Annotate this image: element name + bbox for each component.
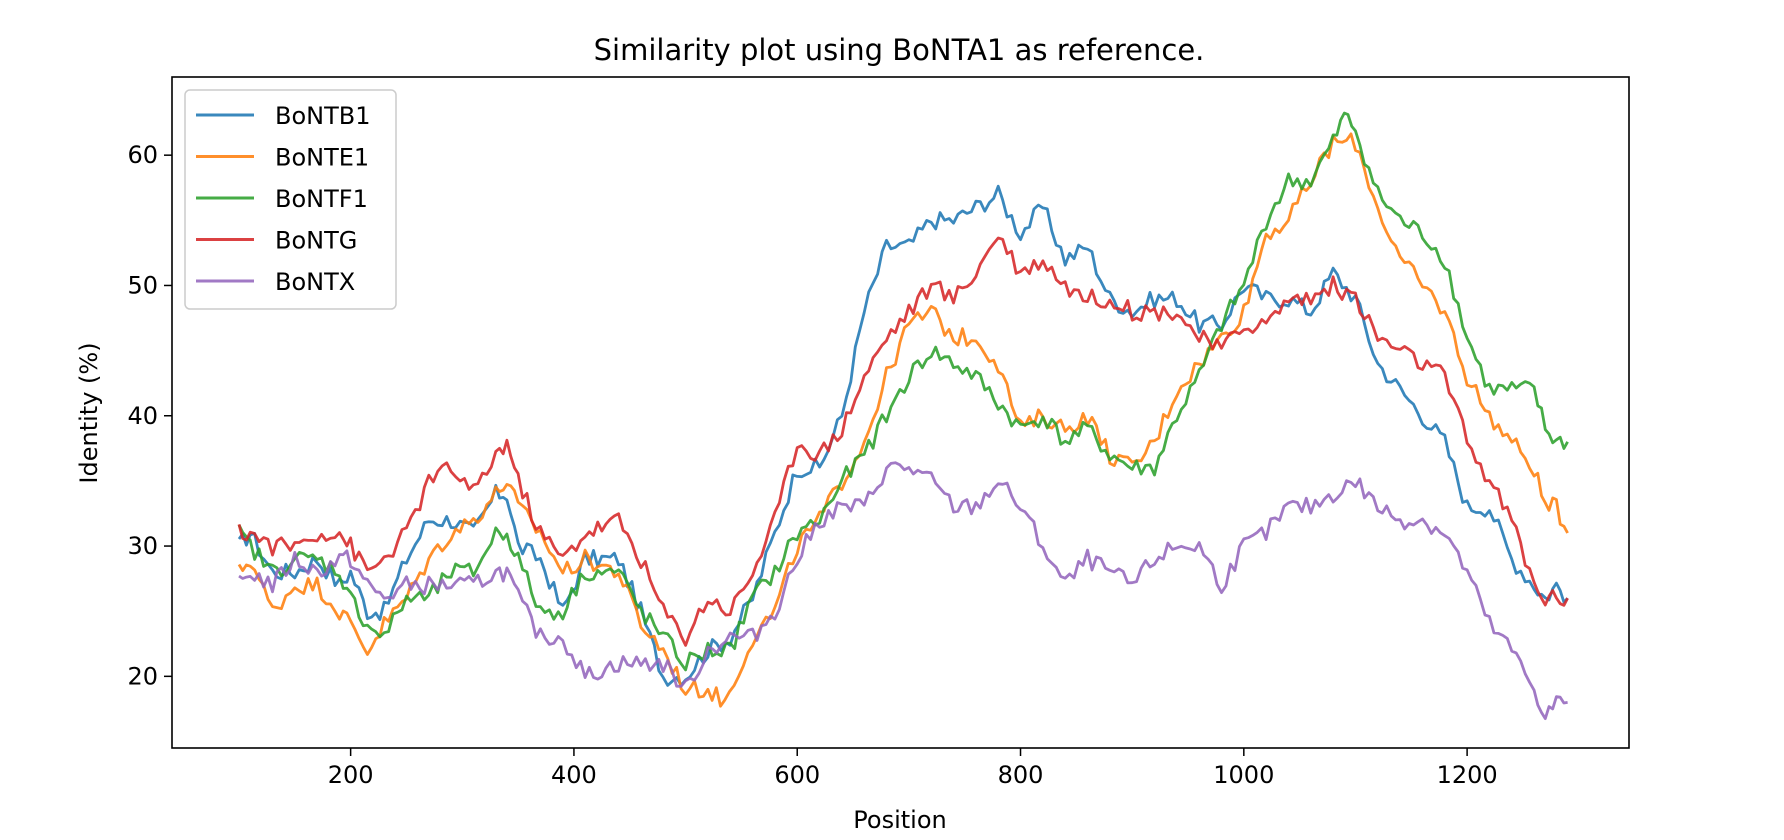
series-line-bonte1 bbox=[237, 132, 1569, 708]
y-tick-label-2: 40 bbox=[127, 402, 158, 430]
y-tick-label-1: 30 bbox=[127, 532, 158, 560]
legend-label-bontg: BoNTG bbox=[275, 227, 357, 255]
x-tick-label-5: 1200 bbox=[1437, 761, 1498, 789]
y-tick-label-0: 20 bbox=[127, 662, 158, 690]
x-tick-label-0: 200 bbox=[328, 761, 374, 789]
series-line-bontg bbox=[237, 236, 1569, 647]
series-lines bbox=[237, 111, 1569, 720]
legend-label-bontx: BoNTX bbox=[275, 268, 355, 296]
x-tick-label-2: 600 bbox=[774, 761, 820, 789]
x-tick-label-3: 800 bbox=[998, 761, 1044, 789]
y-tick-label-3: 50 bbox=[127, 271, 158, 299]
plot-frame bbox=[171, 76, 1630, 749]
x-tick-label-1: 400 bbox=[551, 761, 597, 789]
legend-box bbox=[184, 89, 397, 310]
x-tick-label-4: 1000 bbox=[1213, 761, 1274, 789]
legend-label-bontb1: BoNTB1 bbox=[275, 102, 371, 130]
series-line-bontb1 bbox=[237, 184, 1569, 687]
chart-title: Similarity plot using BoNTA1 as referenc… bbox=[594, 33, 1205, 67]
y-tick-label-4: 60 bbox=[127, 141, 158, 169]
legend: BoNTB1 BoNTE1 BoNTF1 BoNTG BoNTX bbox=[184, 89, 397, 310]
axis-ticks: 200 400 600 800 1000 1200 20 30 40 50 60 bbox=[127, 141, 1497, 789]
y-axis-label: Identity (%) bbox=[75, 342, 103, 483]
legend-label-bonte1: BoNTE1 bbox=[275, 144, 369, 172]
series-line-bontf1 bbox=[237, 111, 1569, 672]
legend-label-bontf1: BoNTF1 bbox=[275, 185, 368, 213]
x-axis-label: Position bbox=[853, 806, 946, 834]
series-line-bontx bbox=[238, 461, 1568, 720]
